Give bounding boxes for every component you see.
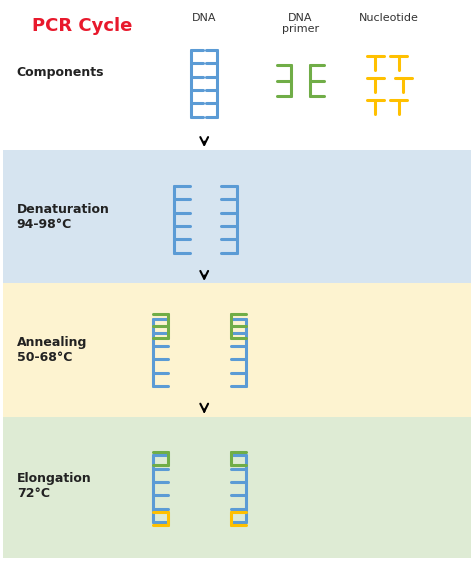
Text: Nucleotide: Nucleotide xyxy=(359,13,419,23)
Text: Components: Components xyxy=(17,66,104,79)
FancyBboxPatch shape xyxy=(3,417,471,558)
FancyBboxPatch shape xyxy=(3,150,471,283)
Text: PCR Cycle: PCR Cycle xyxy=(32,17,133,35)
Text: Elongation
72°C: Elongation 72°C xyxy=(17,472,91,500)
FancyBboxPatch shape xyxy=(3,3,471,150)
FancyBboxPatch shape xyxy=(3,283,471,417)
Text: DNA: DNA xyxy=(192,13,217,23)
Text: Denaturation
94-98°C: Denaturation 94-98°C xyxy=(17,203,109,231)
Text: Annealing
50-68°C: Annealing 50-68°C xyxy=(17,336,87,364)
Text: DNA
primer: DNA primer xyxy=(282,13,319,34)
